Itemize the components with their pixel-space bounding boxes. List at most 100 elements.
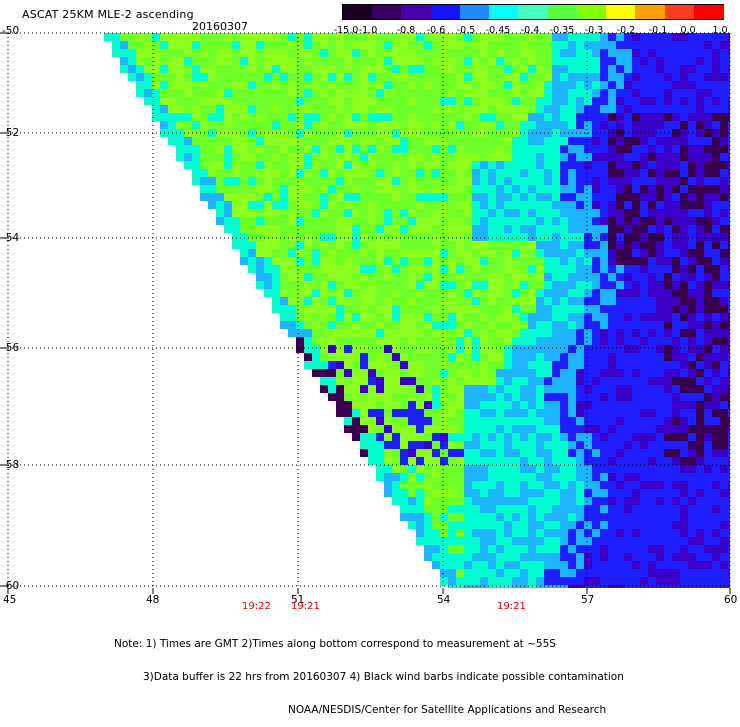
wind-cell [504, 489, 512, 497]
wind-cell [288, 273, 296, 281]
wind-cell [608, 177, 616, 185]
wind-cell [704, 377, 712, 385]
wind-cell [360, 97, 368, 105]
wind-cell [600, 529, 608, 537]
wind-cell [416, 441, 424, 449]
wind-cell [608, 441, 616, 449]
wind-cell [528, 497, 536, 505]
wind-cell [208, 113, 216, 121]
wind-cell [592, 481, 600, 489]
wind-cell [520, 465, 528, 473]
wind-cell [256, 73, 264, 81]
wind-cell [568, 137, 576, 145]
wind-cell [392, 97, 400, 105]
wind-cell [680, 345, 688, 353]
wind-cell [352, 177, 360, 185]
wind-cell [504, 305, 512, 313]
wind-cell [240, 241, 248, 249]
wind-cell [584, 513, 592, 521]
wind-cell [680, 161, 688, 169]
wind-cell [144, 73, 152, 81]
wind-cell [720, 457, 728, 465]
wind-cell [552, 209, 560, 217]
wind-cell [712, 497, 720, 505]
wind-cell [440, 385, 448, 393]
wind-cell [512, 73, 520, 81]
wind-cell [256, 121, 264, 129]
wind-cell [504, 201, 512, 209]
wind-cell [696, 553, 704, 561]
wind-cell [704, 313, 712, 321]
wind-cell [400, 449, 408, 457]
wind-cell [488, 321, 496, 329]
wind-cell [368, 441, 376, 449]
wind-cell [224, 121, 232, 129]
wind-cell [624, 489, 632, 497]
wind-cell [672, 433, 680, 441]
wind-cell [560, 193, 568, 201]
wind-cell [536, 57, 544, 65]
wind-cell [440, 425, 448, 433]
wind-cell [496, 377, 504, 385]
wind-cell [704, 281, 712, 289]
wind-cell [432, 113, 440, 121]
wind-cell [640, 257, 648, 265]
wind-cell [216, 193, 224, 201]
wind-cell [496, 425, 504, 433]
wind-cell [232, 153, 240, 161]
wind-cell [448, 209, 456, 217]
wind-cell [224, 113, 232, 121]
wind-cell [608, 433, 616, 441]
wind-cell [272, 41, 280, 49]
wind-cell [640, 265, 648, 273]
wind-cell [488, 161, 496, 169]
wind-cell [232, 193, 240, 201]
wind-cell [416, 289, 424, 297]
wind-cell [336, 65, 344, 73]
wind-cell [304, 273, 312, 281]
wind-cell [648, 393, 656, 401]
wind-cell [504, 433, 512, 441]
wind-cell [408, 249, 416, 257]
wind-cell [528, 225, 536, 233]
wind-cell [432, 305, 440, 313]
wind-cell [360, 449, 368, 457]
wind-cell [336, 249, 344, 257]
wind-cell [200, 193, 208, 201]
wind-cell [384, 41, 392, 49]
wind-cell [440, 185, 448, 193]
wind-cell [400, 433, 408, 441]
wind-cell [720, 337, 728, 345]
wind-cell [600, 169, 608, 177]
wind-cell [704, 297, 712, 305]
wind-cell [592, 217, 600, 225]
wind-cell [608, 545, 616, 553]
wind-cell [448, 473, 456, 481]
wind-cell [256, 153, 264, 161]
wind-cell [408, 241, 416, 249]
wind-cell [616, 257, 624, 265]
wind-cell [720, 569, 728, 577]
wind-cell [496, 369, 504, 377]
wind-cell [248, 161, 256, 169]
wind-cell [296, 257, 304, 265]
wind-cell [616, 201, 624, 209]
wind-cell [440, 489, 448, 497]
wind-cell [568, 393, 576, 401]
wind-cell [248, 257, 256, 265]
wind-cell [552, 81, 560, 89]
wind-cell [640, 113, 648, 121]
wind-cell [720, 505, 728, 513]
wind-cell [280, 273, 288, 281]
wind-cell [224, 49, 232, 57]
wind-cell [304, 337, 312, 345]
wind-cell [352, 153, 360, 161]
wind-cell [720, 345, 728, 353]
wind-cell [568, 305, 576, 313]
wind-cell [248, 225, 256, 233]
wind-cell [304, 49, 312, 57]
wind-cell [296, 273, 304, 281]
wind-cell [376, 137, 384, 145]
wind-cell [656, 233, 664, 241]
wind-cell [720, 201, 728, 209]
